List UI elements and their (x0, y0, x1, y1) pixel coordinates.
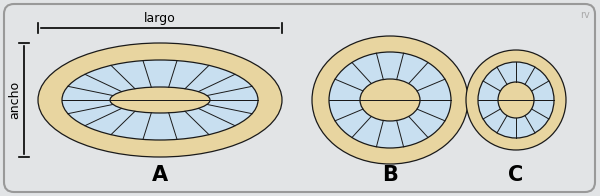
Ellipse shape (110, 87, 210, 113)
Ellipse shape (312, 36, 468, 164)
Text: rv: rv (580, 10, 590, 20)
Ellipse shape (478, 62, 554, 138)
Ellipse shape (466, 50, 566, 150)
Text: ancho: ancho (8, 81, 21, 119)
Text: C: C (508, 165, 524, 185)
Text: largo: largo (144, 12, 176, 25)
Ellipse shape (62, 60, 258, 140)
Text: B: B (382, 165, 398, 185)
Ellipse shape (360, 79, 420, 121)
FancyBboxPatch shape (4, 4, 595, 192)
Ellipse shape (329, 52, 451, 148)
Text: A: A (152, 165, 168, 185)
Ellipse shape (38, 43, 282, 157)
Ellipse shape (498, 82, 534, 118)
